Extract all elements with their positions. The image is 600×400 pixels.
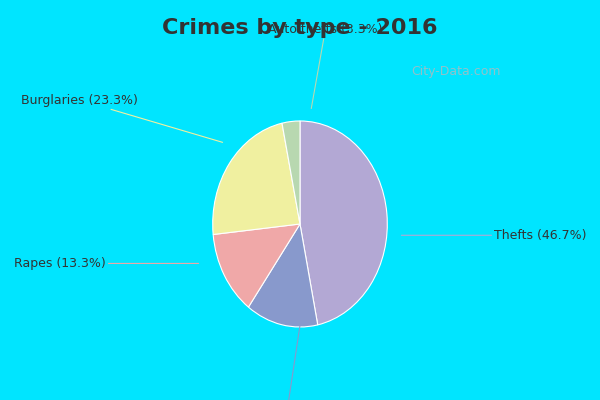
Wedge shape: [248, 224, 318, 327]
Text: Crimes by type - 2016: Crimes by type - 2016: [162, 18, 438, 38]
Text: City-Data.com: City-Data.com: [411, 66, 501, 78]
Wedge shape: [213, 123, 300, 234]
Wedge shape: [213, 224, 300, 307]
Text: Auto thefts (3.3%): Auto thefts (3.3%): [268, 23, 383, 108]
Wedge shape: [282, 121, 300, 224]
Text: Rapes (13.3%): Rapes (13.3%): [14, 257, 199, 270]
Wedge shape: [300, 121, 387, 325]
Text: Burglaries (23.3%): Burglaries (23.3%): [21, 94, 223, 142]
Text: Thefts (46.7%): Thefts (46.7%): [401, 229, 587, 242]
Text: Assaults (13.3%): Assaults (13.3%): [233, 325, 338, 400]
